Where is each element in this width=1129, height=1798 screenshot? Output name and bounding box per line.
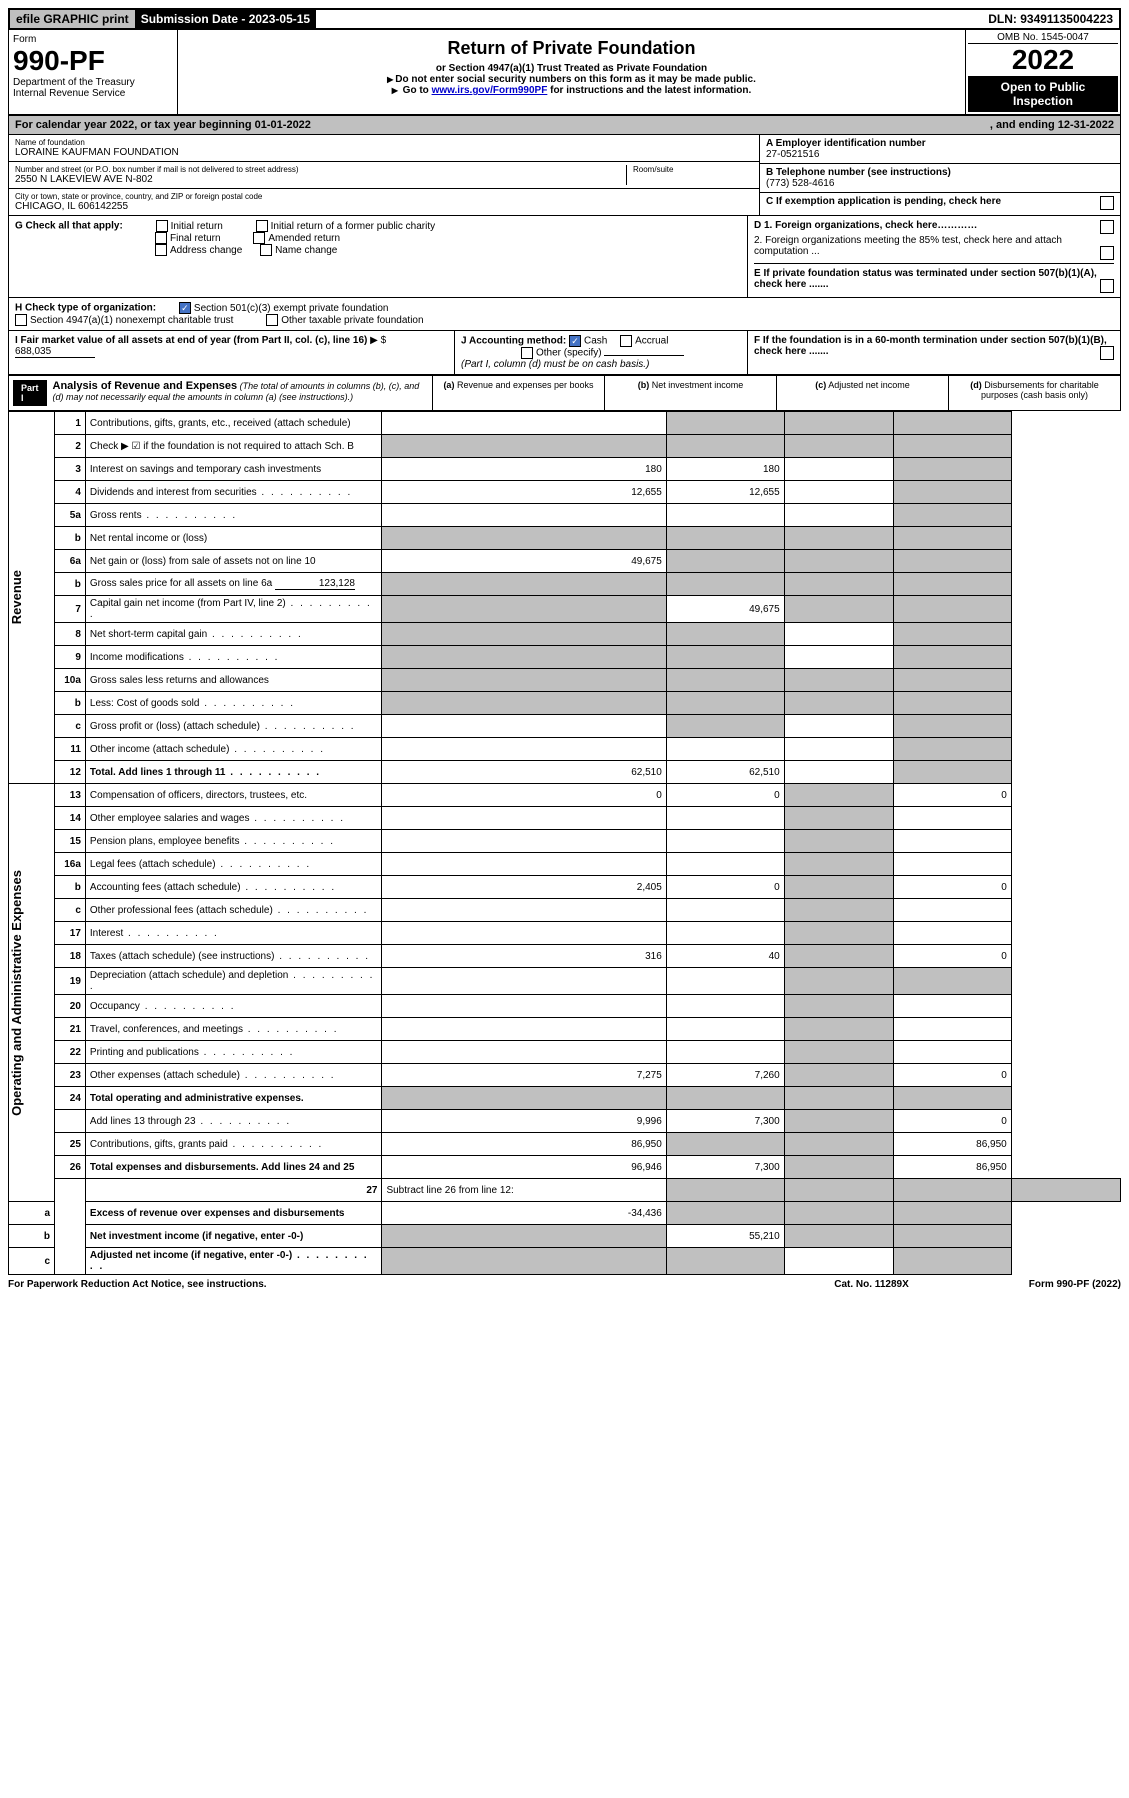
final-return-cb[interactable] xyxy=(155,232,167,244)
dept: Department of the Treasury xyxy=(13,77,173,88)
cat-no: Cat. No. 11289X xyxy=(834,1279,908,1290)
ein-label: A Employer identification number xyxy=(766,138,1114,149)
irs: Internal Revenue Service xyxy=(13,88,173,99)
part1-label: Part I xyxy=(13,380,47,406)
part1-header: Part I Analysis of Revenue and Expenses … xyxy=(8,375,1121,411)
e-label: E If private foundation status was termi… xyxy=(754,268,1097,290)
paperwork-notice: For Paperwork Reduction Act Notice, see … xyxy=(8,1279,267,1290)
title: Return of Private Foundation xyxy=(182,38,961,59)
foundation-name: LORAINE KAUFMAN FOUNDATION xyxy=(15,147,753,158)
tax-year: 2022 xyxy=(968,44,1118,76)
i-label: I Fair market value of all assets at end… xyxy=(15,335,367,346)
city-state-zip: CHICAGO, IL 606142255 xyxy=(15,201,753,212)
other-method-cb[interactable] xyxy=(521,347,533,359)
form-number: 990-PF xyxy=(13,45,173,77)
d2-cb[interactable] xyxy=(1100,246,1114,260)
j-label: J Accounting method: xyxy=(461,336,566,347)
addr-label: Number and street (or P.O. box number if… xyxy=(15,165,626,174)
section-g: G Check all that apply: Initial return I… xyxy=(8,216,1121,298)
part1-title: Analysis of Revenue and Expenses xyxy=(53,380,238,392)
d2-label: 2. Foreign organizations meeting the 85%… xyxy=(754,235,1062,257)
phone: (773) 528-4616 xyxy=(766,178,1114,189)
open-to-public: Open to Public Inspection xyxy=(968,76,1118,112)
ein: 27-0521516 xyxy=(766,149,1114,160)
j-note: (Part I, column (d) must be on cash basi… xyxy=(461,359,649,370)
section-ijf: I Fair market value of all assets at end… xyxy=(8,331,1121,375)
h-label: H Check type of organization: xyxy=(15,303,156,314)
exemption-checkbox[interactable] xyxy=(1100,196,1114,210)
g-label: G Check all that apply: xyxy=(15,221,123,232)
name-label: Name of foundation xyxy=(15,138,753,147)
address: 2550 N LAKEVIEW AVE N-802 xyxy=(15,174,626,185)
amended-cb[interactable] xyxy=(253,232,265,244)
form-word: Form xyxy=(13,34,173,45)
f-cb[interactable] xyxy=(1100,346,1114,360)
501c3-cb[interactable] xyxy=(179,302,191,314)
top-bar: efile GRAPHIC print Submission Date - 20… xyxy=(8,8,1121,30)
section-h: H Check type of organization: Section 50… xyxy=(8,298,1121,331)
submission-date: Submission Date - 2023-05-15 xyxy=(135,10,316,28)
analysis-table: Revenue 1Contributions, gifts, grants, e… xyxy=(8,411,1121,1275)
omb: OMB No. 1545-0047 xyxy=(968,32,1118,44)
city-label: City or town, state or province, country… xyxy=(15,192,753,201)
efile-label[interactable]: efile GRAPHIC print xyxy=(10,10,135,28)
dln: DLN: 93491135004223 xyxy=(982,10,1119,28)
f-label: F If the foundation is in a 60-month ter… xyxy=(754,335,1107,357)
address-change-cb[interactable] xyxy=(155,244,167,256)
d1-label: D 1. Foreign organizations, check here……… xyxy=(754,220,977,231)
4947-cb[interactable] xyxy=(15,314,27,326)
warning-ssn: Do not enter social security numbers on … xyxy=(182,74,961,85)
form-url[interactable]: www.irs.gov/Form990PF xyxy=(432,85,548,96)
warning-link: Go to www.irs.gov/Form990PF for instruct… xyxy=(182,85,961,96)
form-ref: Form 990-PF (2022) xyxy=(1029,1279,1121,1290)
other-taxable-cb[interactable] xyxy=(266,314,278,326)
identity-block: Name of foundation LORAINE KAUFMAN FOUND… xyxy=(8,135,1121,216)
room-label: Room/suite xyxy=(633,165,753,174)
d1-cb[interactable] xyxy=(1100,220,1114,234)
phone-label: B Telephone number (see instructions) xyxy=(766,167,1114,178)
name-change-cb[interactable] xyxy=(260,244,272,256)
cash-cb[interactable] xyxy=(569,335,581,347)
calendar-bar: For calendar year 2022, or tax year begi… xyxy=(8,115,1121,135)
expenses-label: Operating and Administrative Expenses xyxy=(9,870,24,1116)
subtitle: or Section 4947(a)(1) Trust Treated as P… xyxy=(182,63,961,74)
initial-return-cb[interactable] xyxy=(156,220,168,232)
form-header: Form 990-PF Department of the Treasury I… xyxy=(8,30,1121,115)
accrual-cb[interactable] xyxy=(620,335,632,347)
revenue-label: Revenue xyxy=(9,570,24,624)
e-cb[interactable] xyxy=(1100,279,1114,293)
fmv-value: 688,035 xyxy=(15,346,95,358)
exemption-label: C If exemption application is pending, c… xyxy=(766,196,1001,207)
footer: For Paperwork Reduction Act Notice, see … xyxy=(8,1275,1121,1294)
initial-former-cb[interactable] xyxy=(256,220,268,232)
